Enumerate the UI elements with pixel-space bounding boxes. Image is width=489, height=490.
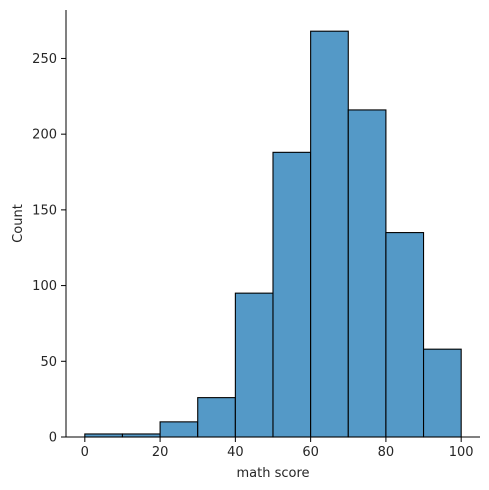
y-tick-label: 250 — [32, 52, 57, 67]
histogram-bar — [347, 109, 387, 438]
y-axis-label: Count — [11, 204, 26, 243]
histogram-bar — [422, 348, 462, 438]
histogram-bar — [272, 151, 312, 438]
histogram-bar — [310, 30, 349, 438]
x-ticks: 0 20 40 60 80 100 — [81, 437, 474, 460]
y-tick-label: 50 — [40, 355, 57, 370]
x-axis-label: math score — [236, 466, 309, 481]
x-tick-label: 60 — [302, 445, 319, 460]
x-tick-label: 20 — [152, 445, 169, 460]
histogram-bar — [385, 232, 425, 438]
histogram-bar — [234, 292, 274, 438]
histogram-bar — [159, 421, 199, 438]
x-tick-label: 0 — [81, 445, 89, 460]
x-tick-label: 80 — [378, 445, 395, 460]
histogram-bar — [197, 397, 236, 438]
x-tick-label: 40 — [227, 445, 244, 460]
y-ticks: 0 50 100 150 200 250 — [32, 52, 66, 446]
x-tick-label: 100 — [449, 445, 474, 460]
y-tick-label: 200 — [32, 128, 57, 143]
y-tick-label: 100 — [32, 279, 57, 294]
y-tick-label: 0 — [49, 431, 57, 446]
bars-layer — [84, 30, 462, 438]
y-tick-label: 150 — [32, 203, 57, 218]
